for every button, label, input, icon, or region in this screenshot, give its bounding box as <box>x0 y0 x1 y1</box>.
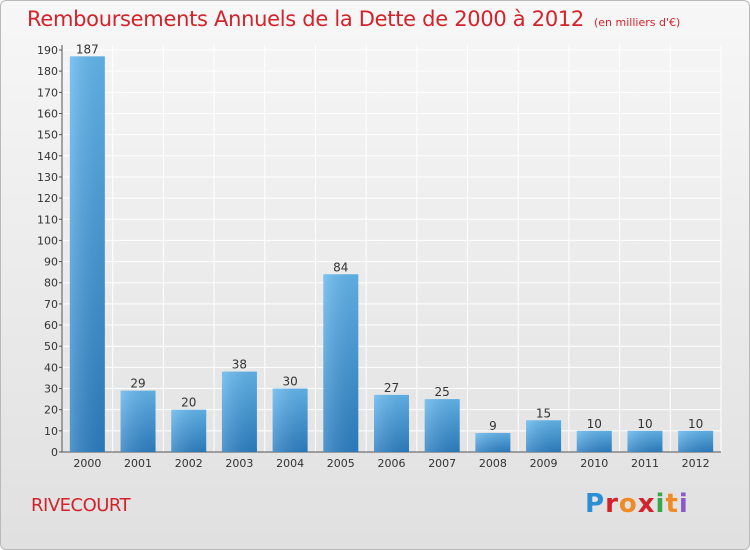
bar-shade <box>424 399 460 452</box>
data-label: 25 <box>435 385 450 399</box>
y-tick-label: 30 <box>44 383 58 396</box>
data-label: 29 <box>130 377 145 391</box>
data-label: 15 <box>536 406 551 420</box>
y-tick-label: 190 <box>37 44 58 57</box>
data-label: 20 <box>181 396 196 410</box>
bar-shade <box>526 420 562 452</box>
y-tick-label: 180 <box>37 65 58 78</box>
data-label: 30 <box>282 375 297 389</box>
x-tick-label: 2002 <box>175 457 203 470</box>
bar-shade <box>171 409 207 452</box>
y-tick-label: 50 <box>44 340 58 353</box>
bar-shade <box>272 388 308 452</box>
y-tick-label: 100 <box>37 234 58 247</box>
bar-chart: 0 10 20 30 40 50 60 70 80 90 100 110 120 130 140 150 160… <box>37 42 722 470</box>
x-tick-label: 2012 <box>682 457 710 470</box>
logo-letter: P <box>585 489 606 519</box>
y-tick-label: 60 <box>44 319 58 332</box>
y-tick-label: 40 <box>44 361 58 374</box>
bar-shade <box>576 430 612 452</box>
y-tick-label: 80 <box>44 277 58 290</box>
x-tick-label: 2011 <box>631 457 659 470</box>
x-tick-label: 2006 <box>378 457 406 470</box>
x-tick-label: 2003 <box>225 457 253 470</box>
data-labels: 187 29 20 38 30 84 27 25 9 15 10 10 10 <box>76 42 703 433</box>
x-tick-label: 2010 <box>580 457 608 470</box>
y-tick-label: 120 <box>37 192 58 205</box>
bar-shade <box>120 390 156 452</box>
logo-letter: i <box>678 489 689 519</box>
bars <box>69 56 714 452</box>
x-tick-label: 2005 <box>327 457 355 470</box>
x-tick-label: 2001 <box>124 457 152 470</box>
x-tick-label: 2008 <box>479 457 507 470</box>
logo-letter: o <box>618 489 638 519</box>
y-tick-label: 10 <box>44 425 58 438</box>
commune-name: RIVECOURT <box>31 495 131 516</box>
bar-shade <box>627 430 663 452</box>
x-tick-label: 2007 <box>428 457 456 470</box>
data-label: 187 <box>76 42 99 56</box>
y-tick-label: 140 <box>37 150 58 163</box>
y-tick-label: 0 <box>51 446 58 459</box>
data-label: 27 <box>384 381 399 395</box>
chart-subtitle: (en milliers d'€) <box>594 16 681 29</box>
bar-shade <box>221 371 257 452</box>
x-tick-label: 2009 <box>530 457 558 470</box>
y-tick-label: 110 <box>37 213 58 226</box>
y-tick-label: 130 <box>37 171 58 184</box>
bar-shade <box>678 430 714 452</box>
bar-shade <box>374 394 409 452</box>
y-tick-label: 90 <box>44 256 58 269</box>
y-tick-label: 20 <box>44 404 58 417</box>
data-label: 9 <box>489 419 497 433</box>
x-tick-label: 2004 <box>276 457 304 470</box>
data-label: 10 <box>637 417 652 431</box>
chart-title-text: Remboursements Annuels de la Dette de 20… <box>27 7 584 31</box>
y-tick-label: 150 <box>37 129 58 142</box>
bar-shade <box>323 274 359 452</box>
logo-letter: i <box>655 489 666 519</box>
data-label: 84 <box>333 260 348 274</box>
bar-shade <box>69 56 105 452</box>
logo-letter: t <box>665 489 679 519</box>
y-tick-label: 170 <box>37 86 58 99</box>
proxiti-logo: Proxiti <box>585 489 689 525</box>
y-tick-label: 160 <box>37 107 58 120</box>
data-label: 10 <box>688 417 703 431</box>
logo-letter: r <box>605 489 619 519</box>
y-tick-label: 70 <box>44 298 58 311</box>
chart-title: Remboursements Annuels de la Dette de 20… <box>27 7 680 31</box>
x-tick-label: 2000 <box>73 457 101 470</box>
logo-letter: x <box>637 489 656 519</box>
data-label: 10 <box>587 417 602 431</box>
data-label: 38 <box>232 358 247 372</box>
x-axis: 2000 2001 2002 2003 2004 2005 2006 2007 2008 2009… <box>73 457 709 470</box>
bar-shade <box>475 432 511 452</box>
